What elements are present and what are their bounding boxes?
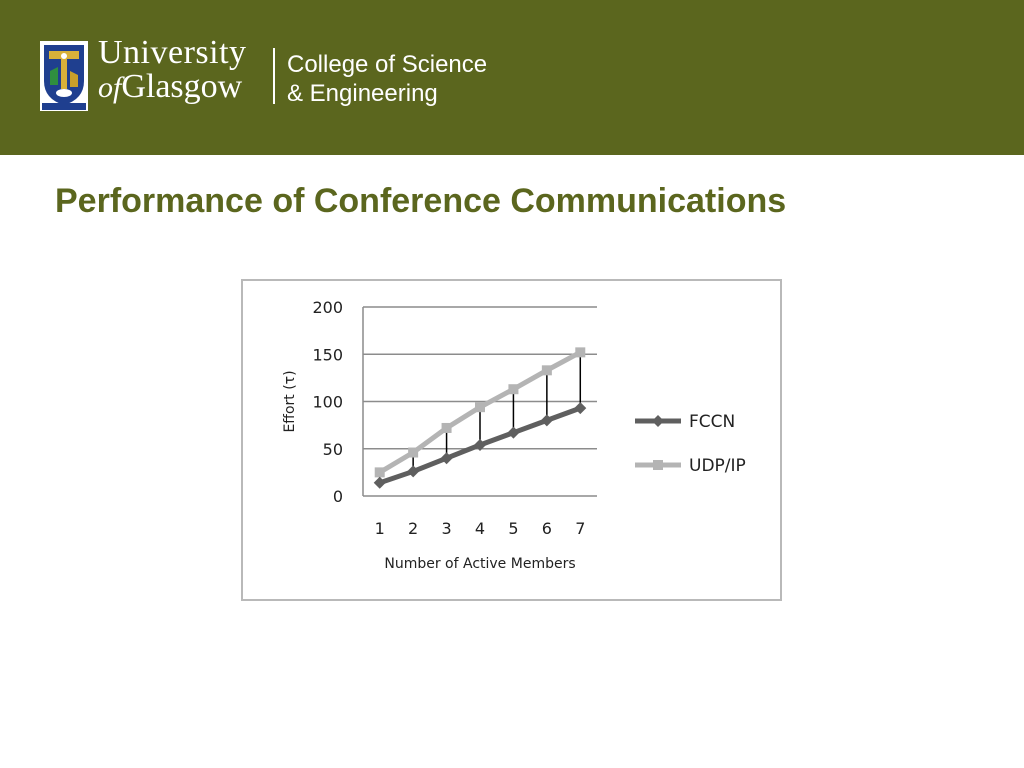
data-point: [441, 422, 452, 433]
data-point: [507, 426, 520, 439]
data-point: [575, 347, 586, 358]
legend-label: FCCN: [689, 412, 735, 432]
data-point: [508, 384, 519, 395]
data-point: [374, 467, 385, 478]
chart-frame: 0 50 100 150 200 1 2 3 4 5 6 7 Number of Active Memb…: [241, 279, 782, 601]
data-point: [541, 365, 552, 376]
data-point: [474, 438, 486, 451]
header-divider: [273, 48, 275, 104]
college-name-line2: & Engineering: [287, 80, 438, 107]
y-tick-label: 150: [312, 345, 343, 364]
x-tick-label: 1: [375, 519, 385, 538]
university-name-of: of: [98, 71, 122, 104]
x-axis-title: Number of Active Members: [384, 556, 575, 572]
x-tick-label: 2: [408, 519, 418, 538]
x-tick-label: 3: [441, 519, 451, 538]
university-name-line1: University: [98, 34, 247, 71]
data-point: [475, 402, 485, 413]
university-name-line2: Glasgow: [121, 68, 243, 105]
university-name: University ofGlasgow: [98, 36, 247, 104]
data-point: [440, 452, 453, 465]
data-point: [540, 414, 553, 427]
legend-marker: [652, 415, 664, 427]
x-tick-label: 6: [542, 519, 552, 538]
effort-line-chart: 0 50 100 150 200 1 2 3 4 5 6 7 Number of Active Memb…: [282, 298, 746, 572]
data-point: [373, 476, 386, 489]
slide-title: Performance of Conference Communications: [55, 182, 787, 220]
x-tick-label: 4: [475, 519, 485, 538]
college-name: College of Science & Engineering: [287, 50, 487, 108]
university-crest-icon: [40, 41, 88, 111]
legend-label: UDP/IP: [689, 456, 746, 476]
x-tick-label: 5: [508, 519, 518, 538]
y-tick-label: 100: [312, 393, 343, 412]
header-banner: University ofGlasgow College of Science …: [0, 0, 1024, 155]
y-tick-label: 0: [333, 487, 343, 506]
x-tick-label: 7: [575, 519, 585, 538]
data-point: [407, 465, 420, 478]
y-axis-title: Effort (τ): [282, 370, 298, 432]
y-tick-label: 50: [323, 440, 343, 459]
legend-marker: [653, 460, 663, 470]
data-point: [574, 402, 587, 415]
data-point: [408, 447, 419, 458]
y-tick-label: 200: [312, 298, 343, 317]
college-name-line1: College of Science: [287, 51, 488, 78]
